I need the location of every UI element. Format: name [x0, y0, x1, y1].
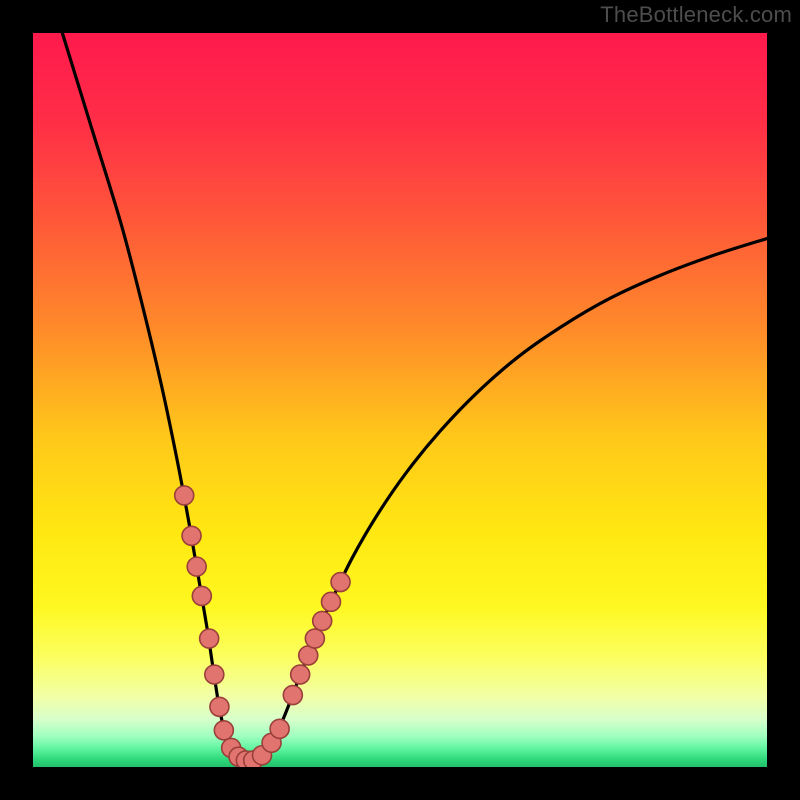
- data-marker: [192, 586, 211, 605]
- data-marker: [182, 526, 201, 545]
- data-marker: [175, 486, 194, 505]
- data-marker: [331, 573, 350, 592]
- attribution-text: TheBottleneck.com: [600, 2, 792, 28]
- curve-layer: [33, 33, 767, 767]
- data-marker: [322, 592, 341, 611]
- data-marker: [210, 697, 229, 716]
- bottleneck-curve: [62, 33, 767, 761]
- data-marker: [205, 665, 224, 684]
- data-marker: [187, 557, 206, 576]
- plot-area: [33, 33, 767, 767]
- data-marker: [305, 629, 324, 648]
- data-marker: [200, 629, 219, 648]
- data-marker: [270, 719, 289, 738]
- data-marker: [283, 686, 302, 705]
- marker-group: [175, 486, 350, 767]
- data-marker: [313, 611, 332, 630]
- data-marker: [291, 665, 310, 684]
- data-marker: [214, 721, 233, 740]
